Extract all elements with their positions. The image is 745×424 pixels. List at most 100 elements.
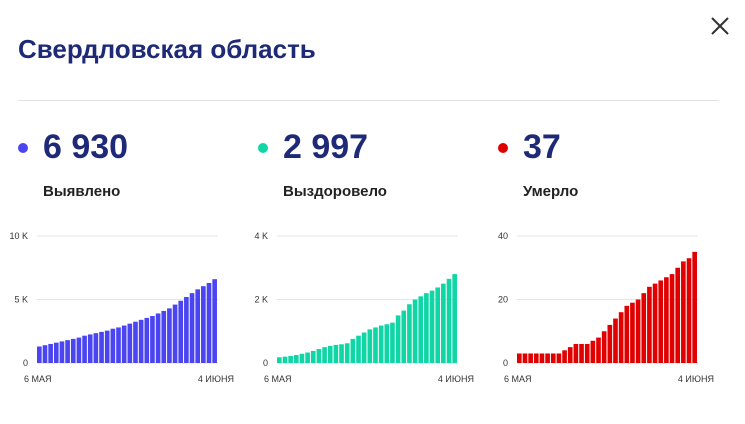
- died-bar: [647, 286, 652, 363]
- died-bar: [664, 277, 669, 363]
- died-x-end-label: 4 ИЮНЯ: [678, 374, 714, 384]
- detected-bar: [59, 341, 65, 363]
- recovered-bar: [316, 349, 322, 363]
- died-bar: [607, 324, 613, 363]
- recovered-bar: [435, 287, 441, 363]
- stat-label-died: Умерло: [523, 183, 579, 200]
- recovered-bar: [452, 274, 457, 363]
- recovered-bar: [373, 327, 378, 363]
- stat-dot-detected: [18, 143, 28, 153]
- recovered-bar: [344, 343, 350, 363]
- died-bar: [522, 353, 528, 363]
- detected-bar: [53, 342, 59, 363]
- detected-bar: [195, 289, 201, 363]
- died-bar: [675, 267, 681, 363]
- died-y-tick-label: 20: [498, 295, 508, 305]
- chart-recovered: 0 2 K 4 K 6 МАЯ 4 ИЮНЯ: [246, 222, 476, 392]
- died-bar: [652, 283, 658, 364]
- detected-bar: [99, 331, 104, 363]
- died-bar: [556, 353, 562, 363]
- detected-bar: [110, 328, 116, 363]
- detected-y-tick-label: 0: [23, 358, 28, 368]
- page-title: Свердловская область: [18, 34, 316, 64]
- died-bar: [539, 353, 545, 363]
- recovered-y-tick-label: 2 K: [254, 295, 268, 305]
- recovered-bar: [424, 293, 429, 363]
- detected-bar: [206, 282, 212, 363]
- stat-value-recovered: 2 997: [283, 128, 369, 166]
- chart-died: 0 20 40 6 МАЯ 4 ИЮНЯ: [486, 222, 716, 392]
- recovered-y-tick-label: 0: [263, 358, 268, 368]
- died-bar: [601, 331, 607, 363]
- died-bar: [613, 318, 618, 363]
- recovered-bar: [333, 344, 339, 363]
- died-x-start-label: 6 МАЯ: [504, 374, 532, 384]
- died-bar: [658, 280, 664, 363]
- detected-bar: [65, 340, 70, 363]
- died-bar: [550, 353, 556, 363]
- recovered-bar: [418, 296, 424, 363]
- died-bar: [573, 343, 579, 363]
- detected-bar: [201, 286, 206, 363]
- died-bar: [517, 353, 522, 363]
- recovered-bar: [367, 329, 373, 363]
- detected-bar: [133, 321, 138, 363]
- detected-y-tick-label: 10 K: [9, 231, 28, 241]
- detected-bar: [178, 300, 184, 363]
- recovered-bar: [350, 338, 356, 363]
- detected-y-tick-label: 5 K: [14, 295, 28, 305]
- detected-bar: [70, 338, 76, 363]
- recovered-bar: [429, 290, 435, 363]
- detected-bar: [212, 279, 217, 363]
- detected-bar: [42, 345, 48, 363]
- died-bar: [528, 353, 533, 363]
- stat-dot-died: [498, 143, 508, 153]
- died-bar: [669, 274, 675, 363]
- died-bar: [545, 353, 550, 363]
- chart-detected-svg: 0 5 K 10 K 6 МАЯ 4 ИЮНЯ: [9, 231, 234, 384]
- recovered-bar: [327, 345, 333, 363]
- detected-bar: [116, 327, 121, 363]
- detected-bar: [172, 304, 178, 363]
- died-bar: [596, 337, 601, 363]
- died-bar: [584, 343, 590, 363]
- detected-bar: [48, 343, 53, 363]
- detected-bar: [189, 293, 195, 363]
- died-y-tick-label: 0: [503, 358, 508, 368]
- recovered-bar: [401, 310, 407, 363]
- died-bar: [618, 312, 624, 363]
- died-bar: [635, 299, 641, 363]
- detected-bar: [150, 316, 155, 363]
- detected-bar: [121, 325, 127, 363]
- died-bar: [567, 347, 573, 364]
- chart-detected: 0 5 K 10 K 6 МАЯ 4 ИЮНЯ: [6, 222, 236, 392]
- detected-bar: [87, 334, 93, 363]
- recovered-bar: [282, 356, 288, 363]
- close-icon[interactable]: [706, 12, 734, 40]
- recovered-bar: [378, 325, 384, 363]
- chart-recovered-svg: 0 2 K 4 K 6 МАЯ 4 ИЮНЯ: [254, 231, 474, 384]
- detected-bar: [76, 337, 82, 363]
- chart-died-svg: 0 20 40 6 МАЯ 4 ИЮНЯ: [498, 231, 714, 384]
- died-bar: [641, 293, 647, 363]
- recovered-bar: [407, 304, 412, 363]
- recovered-bar: [361, 332, 367, 363]
- detected-bar: [104, 330, 110, 363]
- detected-x-end-label: 4 ИЮНЯ: [198, 374, 234, 384]
- died-bar: [533, 353, 539, 363]
- detected-bar: [144, 317, 150, 363]
- stat-label-recovered: Выздоровело: [283, 183, 387, 200]
- died-bar: [562, 350, 567, 363]
- recovered-bar: [446, 278, 452, 363]
- recovered-bar: [299, 353, 305, 363]
- detected-bar: [93, 333, 99, 363]
- recovered-bar: [384, 324, 390, 363]
- recovered-bar: [322, 347, 327, 364]
- detected-bar: [155, 313, 161, 363]
- detected-x-start-label: 6 МАЯ: [24, 374, 52, 384]
- detected-bar: [184, 296, 189, 363]
- recovered-bar: [305, 352, 310, 363]
- stat-dot-recovered: [258, 143, 268, 153]
- recovered-x-start-label: 6 МАЯ: [264, 374, 292, 384]
- header-divider: [18, 100, 719, 101]
